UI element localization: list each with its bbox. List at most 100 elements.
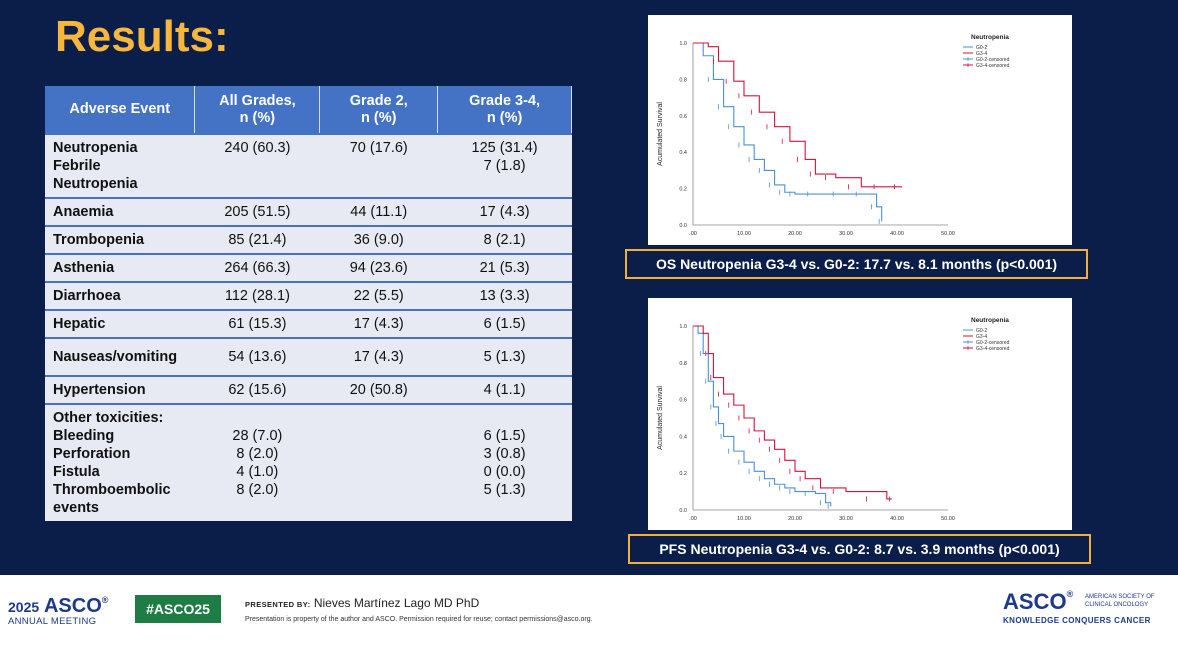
legend-entry: G3-4-censored <box>976 346 1010 352</box>
x-tick-label: .00 <box>689 231 697 237</box>
presenter-name: Nieves Martínez Lago MD PhD <box>313 596 480 610</box>
table-row: Nauseas/vomiting 54 (13.6) 17 (4.3) 5 (1.3) <box>45 337 572 376</box>
table-row: Trombopenia 85 (21.4) 36 (9.0) 8 (2.1) <box>45 225 572 254</box>
table-header-row: Adverse Event All Grades, n (%) Grade 2, n… <box>45 86 572 134</box>
os-caption: OS Neutropenia G3-4 vs. G0-2: 17.7 vs. 8… <box>625 249 1088 279</box>
meeting-logo: 2025 ASCO® <box>8 595 109 617</box>
event-cell: Hepatic <box>45 309 195 338</box>
grade-3-4-cell: 21 (5.3) <box>437 253 572 282</box>
table-row: Anaemia 205 (51.5) 44 (11.1) 17 (4.3) <box>45 197 572 226</box>
y-tick-label: 0.0 <box>679 223 687 229</box>
km-series-g0-2 <box>693 325 832 507</box>
slide-body: Results: Adverse Event All Grades, n (%) … <box>0 0 1178 575</box>
grade-2-cell: 17 (4.3) <box>319 337 438 376</box>
x-tick-label: 20.00 <box>788 231 802 237</box>
grade-2-cell: 20 (50.8) <box>319 375 438 404</box>
legend-title: Neutropenia <box>971 34 1009 41</box>
x-tick-label: 10.00 <box>737 231 751 237</box>
event-cell: Trombopenia <box>45 225 195 254</box>
x-tick-label: 40.00 <box>890 231 904 237</box>
grade-2-cell: 36 (9.0) <box>319 225 438 254</box>
footer: 2025 ASCO® ANNUAL MEETING #ASCO25 PRESEN… <box>0 575 1178 645</box>
org-tagline: KNOWLEDGE CONQUERS CANCER <box>1003 616 1151 625</box>
legend-entry: G0-2 <box>976 45 987 51</box>
org-name: AMERICAN SOCIETY OF CLINICAL ONCOLOGY <box>1085 594 1155 608</box>
legend-entry: G3-4-censored <box>976 63 1010 69</box>
presenter-line: PRESENTED BY: Nieves Martínez Lago MD Ph… <box>245 596 479 610</box>
grade-2-cell: 17 (4.3) <box>319 309 438 338</box>
x-tick-label: 40.00 <box>890 516 904 522</box>
y-tick-label: 1.0 <box>679 324 687 330</box>
x-tick-label: 10.00 <box>737 516 751 522</box>
y-tick-label: 0.0 <box>679 508 687 514</box>
table-row: Hypertension 62 (15.6) 20 (50.8) 4 (1.1) <box>45 375 572 404</box>
grade-2-cell: 94 (23.6) <box>319 253 438 282</box>
event-cell: Neutropenia Febrile Neutropenia <box>45 133 195 198</box>
all-grades-cell: 240 (60.3) <box>194 133 320 198</box>
y-tick-label: 0.4 <box>679 434 687 440</box>
grade-3-4-cell: 6 (1.5) 3 (0.8) 0 (0.0) 5 (1.3) <box>437 403 572 521</box>
km-series-g3-4 <box>693 325 892 500</box>
all-grades-cell: 85 (21.4) <box>194 225 320 254</box>
table-row: Other toxicities: Bleeding Perforation Fist… <box>45 403 572 521</box>
disclaimer: Presentation is property of the author a… <box>245 616 593 623</box>
y-tick-label: 0.6 <box>679 114 687 120</box>
grade-2-cell <box>319 403 438 521</box>
pfs-km-chart: 1.0 0.8 0.6 0.4 0.2 0.0.00 10.00 20.00 30.00 40.0… <box>648 298 1072 530</box>
grade-3-4-cell: 8 (2.1) <box>437 225 572 254</box>
grade-3-4-cell: 13 (3.3) <box>437 281 572 310</box>
x-tick-label: .00 <box>689 516 697 522</box>
all-grades-cell: 28 (7.0) 8 (2.0) 4 (1.0) 8 (2.0) <box>194 403 320 521</box>
header-grade-3-4: Grade 3-4, n (%) <box>437 86 572 134</box>
grade-2-cell: 44 (11.1) <box>319 197 438 226</box>
legend-entry: G0-2 <box>976 328 987 334</box>
km-series-g3-4 <box>693 42 903 188</box>
event-cell: Other toxicities: Bleeding Perforation Fist… <box>45 403 195 521</box>
y-tick-label: 0.8 <box>679 77 687 83</box>
event-cell: Diarrhoea <box>45 281 195 310</box>
legend-entry: G0-2-censored <box>976 340 1010 346</box>
pfs-km-plot: 1.0 0.8 0.6 0.4 0.2 0.0.00 10.00 20.00 30.00 40.0… <box>657 317 1010 522</box>
pfs-caption: PFS Neutropenia G3-4 vs. G0-2: 8.7 vs. 3… <box>628 534 1091 564</box>
y-tick-label: 0.2 <box>679 471 687 477</box>
x-tick-label: 30.00 <box>839 231 853 237</box>
meeting-subtitle: ANNUAL MEETING <box>8 616 97 627</box>
header-all-grades: All Grades, n (%) <box>194 86 321 134</box>
event-cell: Nauseas/vomiting <box>45 337 195 376</box>
grade-3-4-cell: 5 (1.3) <box>437 337 572 376</box>
presented-by-label: PRESENTED BY: <box>245 600 311 609</box>
header-grade-2: Grade 2, n (%) <box>319 86 439 134</box>
all-grades-cell: 62 (15.6) <box>194 375 320 404</box>
legend-entry: G3-4 <box>976 334 987 340</box>
table-row: Neutropenia Febrile Neutropenia 240 (60.3) 7… <box>45 133 572 198</box>
km-series-g0-2 <box>693 42 883 222</box>
all-grades-cell: 54 (13.6) <box>194 337 320 376</box>
legend-entry: G0-2-censored <box>976 57 1010 63</box>
grade-3-4-cell: 125 (31.4) 7 (1.8) <box>437 133 572 198</box>
x-tick-label: 20.00 <box>788 516 802 522</box>
table-row: Asthenia 264 (66.3) 94 (23.6) 21 (5.3) <box>45 253 572 282</box>
event-cell: Anaemia <box>45 197 195 226</box>
event-cell: Asthenia <box>45 253 195 282</box>
grade-2-cell: 70 (17.6) <box>319 133 438 198</box>
legend-title: Neutropenia <box>971 317 1009 324</box>
all-grades-cell: 264 (66.3) <box>194 253 320 282</box>
table-row: Diarrhoea 112 (28.1) 22 (5.5) 13 (3.3) <box>45 281 572 310</box>
os-km-plot: 1.0 0.8 0.6 0.4 0.2 0.0.00 10.00 20.00 30.00 40.0… <box>657 34 1010 237</box>
x-tick-label: 30.00 <box>839 516 853 522</box>
hashtag-badge: #ASCO25 <box>135 595 221 623</box>
y-tick-label: 0.4 <box>679 150 687 156</box>
all-grades-cell: 61 (15.3) <box>194 309 320 338</box>
y-tick-label: 1.0 <box>679 41 687 47</box>
grade-2-cell: 22 (5.5) <box>319 281 438 310</box>
table-row: Hepatic 61 (15.3) 17 (4.3) 6 (1.5) <box>45 309 572 338</box>
adverse-events-table: Adverse Event All Grades, n (%) Grade 2, n… <box>45 86 572 521</box>
legend-entry: G3-4 <box>976 51 987 57</box>
asco-logo: ASCO® <box>1003 589 1074 614</box>
grade-3-4-cell: 4 (1.1) <box>437 375 572 404</box>
y-tick-label: 0.6 <box>679 398 687 404</box>
grade-3-4-cell: 17 (4.3) <box>437 197 572 226</box>
y-tick-label: 0.8 <box>679 361 687 367</box>
os-km-chart: 1.0 0.8 0.6 0.4 0.2 0.0.00 10.00 20.00 30.00 40.0… <box>648 15 1072 245</box>
